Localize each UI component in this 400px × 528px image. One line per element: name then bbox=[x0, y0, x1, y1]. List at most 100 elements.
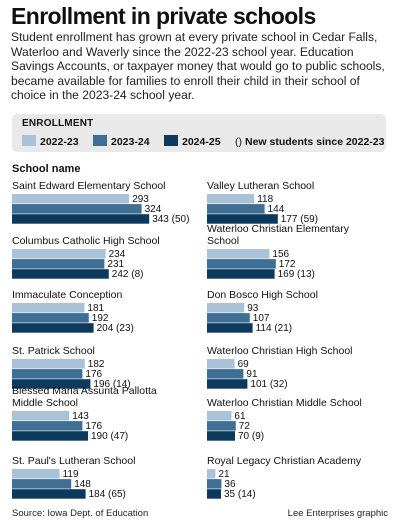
school-label: Don Bosco High School bbox=[207, 289, 318, 301]
school-label: Columbus Catholic High School bbox=[12, 235, 160, 247]
bar-2024-25 bbox=[12, 214, 150, 224]
bar-value-label: 119 bbox=[63, 469, 79, 480]
bar-value-label: 144 bbox=[268, 204, 285, 215]
bar-value-label: 70 (9) bbox=[238, 431, 264, 442]
school-label: St. Patrick School bbox=[12, 345, 95, 357]
bar-2024-25 bbox=[207, 323, 253, 333]
bar-value-label: 21 bbox=[218, 469, 230, 480]
legend-item-new-students: () New students since 2022-23 bbox=[235, 136, 384, 148]
source-note: Source: Iowa Dept. of Education bbox=[12, 508, 149, 519]
bar-2024-25 bbox=[207, 431, 235, 441]
bar-2022-23 bbox=[207, 411, 232, 421]
bar-value-label: 156 bbox=[272, 249, 289, 260]
bar-2022-23 bbox=[12, 303, 85, 313]
bar-value-label: 91 bbox=[246, 369, 258, 380]
bar-value-label: 143 bbox=[72, 411, 89, 422]
bar-2024-25 bbox=[207, 379, 248, 389]
bar-2022-23 bbox=[12, 359, 85, 369]
bar-2024-25 bbox=[12, 489, 86, 499]
bar-value-label: 36 bbox=[224, 479, 236, 490]
bar-2023-24 bbox=[207, 369, 244, 379]
bar-value-label: 184 (65) bbox=[89, 489, 126, 500]
bar-value-label: 172 bbox=[279, 259, 296, 270]
bar-2022-23 bbox=[207, 359, 235, 369]
bar-2023-24 bbox=[12, 313, 89, 323]
bar-2023-24 bbox=[12, 421, 83, 431]
school-label: Waterloo Christian Elementary School bbox=[207, 223, 350, 247]
bar-2023-24 bbox=[12, 479, 72, 489]
legend-item-2023-24: 2023-24 bbox=[93, 135, 150, 148]
bar-value-label: 61 bbox=[234, 411, 246, 422]
bar-2023-24 bbox=[207, 313, 250, 323]
school-label: Royal Legacy Christian Academy bbox=[207, 455, 362, 467]
bar-value-label: 148 bbox=[74, 479, 91, 490]
bar-value-label: 196 (14) bbox=[93, 379, 130, 390]
legend-label: 2024-25 bbox=[182, 136, 221, 149]
bar-value-label: 118 bbox=[257, 194, 273, 205]
bar-value-label: 231 bbox=[107, 259, 124, 270]
bar-value-label: 177 (59) bbox=[281, 214, 318, 225]
bar-value-label: 343 (50) bbox=[152, 214, 189, 225]
bar-2022-23 bbox=[12, 249, 106, 259]
bar-value-label: 93 bbox=[247, 303, 259, 314]
bar-2024-25 bbox=[207, 489, 221, 499]
bar-2024-25 bbox=[12, 269, 109, 279]
school-label: St. Paul's Lutheran School bbox=[12, 455, 135, 467]
legend-swatch bbox=[22, 135, 36, 147]
bar-value-label: 69 bbox=[238, 359, 250, 370]
legend-swatch bbox=[93, 135, 107, 147]
bar-2022-23 bbox=[12, 469, 60, 479]
legend-label: 2022-23 bbox=[40, 136, 79, 149]
chart-title: Enrollment in private schools bbox=[11, 3, 316, 29]
bar-value-label: 181 bbox=[87, 303, 104, 314]
legend-item-2024-25: 2024-25 bbox=[164, 135, 221, 148]
school-label: Immaculate Conception bbox=[12, 289, 122, 301]
legend-label: New students since 2022-23 bbox=[245, 135, 385, 148]
bar-2022-23 bbox=[207, 303, 245, 313]
bar-2024-25 bbox=[12, 323, 94, 333]
school-label: Waterloo Christian High School bbox=[207, 345, 353, 357]
parentheses-symbol: () bbox=[235, 135, 242, 148]
legend-items: 2022-23 2023-24 2024-25 () New students s… bbox=[22, 133, 394, 151]
bar-value-label: 101 (32) bbox=[250, 379, 287, 390]
bar-value-label: 176 bbox=[85, 421, 102, 432]
bar-2023-24 bbox=[207, 204, 265, 214]
bar-value-label: 176 bbox=[85, 369, 102, 380]
bar-value-label: 190 (47) bbox=[91, 431, 128, 442]
bar-2024-25 bbox=[207, 214, 278, 224]
bar-2022-23 bbox=[207, 469, 216, 479]
bar-2023-24 bbox=[12, 369, 83, 379]
bar-value-label: 324 bbox=[145, 204, 162, 215]
legend: ENROLLMENT 2022-23 2023-24 2024-25 () New… bbox=[12, 114, 386, 152]
bar-value-label: 169 (13) bbox=[278, 269, 315, 280]
bar-2022-23 bbox=[207, 194, 255, 204]
bar-2023-24 bbox=[12, 204, 142, 214]
bar-2023-24 bbox=[207, 259, 276, 269]
school-label: Waterloo Christian Middle School bbox=[207, 397, 362, 409]
bar-2024-25 bbox=[207, 269, 275, 279]
bar-value-label: 72 bbox=[239, 421, 251, 432]
bar-2023-24 bbox=[12, 259, 105, 269]
bar-value-label: 114 (21) bbox=[256, 323, 293, 334]
legend-swatch bbox=[164, 135, 178, 147]
bar-value-label: 242 (8) bbox=[112, 269, 144, 280]
bar-value-label: 192 bbox=[92, 313, 109, 324]
column-header: School name bbox=[12, 163, 81, 175]
school-label: Valley Lutheran School bbox=[207, 180, 314, 192]
school-label: Saint Edward Elementary School bbox=[12, 180, 166, 192]
bar-2023-24 bbox=[207, 421, 236, 431]
legend-title: ENROLLMENT bbox=[22, 118, 94, 129]
bar-value-label: 35 (14) bbox=[224, 489, 256, 500]
school-label: Blessed Maria Assunta Pallotta Middle Sch… bbox=[12, 385, 157, 409]
bar-2022-23 bbox=[12, 411, 70, 421]
bar-2024-25 bbox=[12, 379, 91, 389]
bar-value-label: 293 bbox=[132, 194, 149, 205]
bar-2024-25 bbox=[12, 431, 88, 441]
legend-label: 2023-24 bbox=[111, 136, 150, 149]
bar-2022-23 bbox=[207, 249, 270, 259]
bar-value-label: 234 bbox=[109, 249, 126, 260]
bar-value-label: 182 bbox=[88, 359, 105, 370]
bar-2023-24 bbox=[207, 479, 222, 489]
credit-note: Lee Enterprises graphic bbox=[287, 508, 388, 519]
